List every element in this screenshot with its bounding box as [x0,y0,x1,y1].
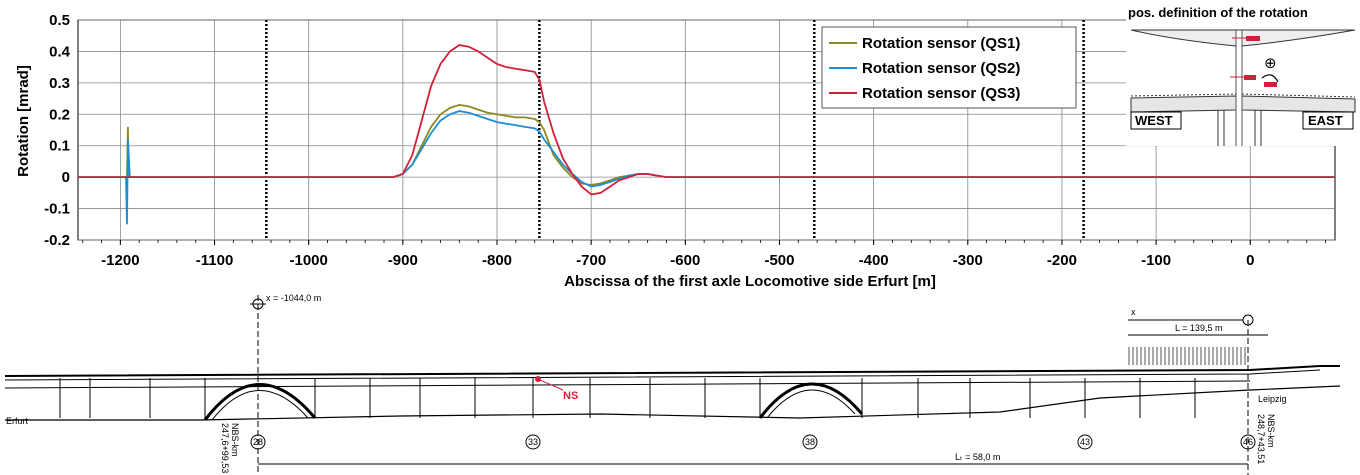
x-arrow-label: x [1131,307,1136,317]
pier-number-label: 46 [1243,437,1253,447]
bridge-elevation-drawing: x = -1044,0 m x L = 139,5 m NS Erfurt Le… [4,293,1341,475]
x-tick-label: -800 [482,252,512,269]
series-line-qs3 [78,44,1335,196]
plus-rotation-symbol: ⊕ [1264,54,1277,72]
x-tick-label: -1100 [196,252,234,269]
x-tick-label: 0 [1246,252,1254,269]
y-tick-label: 0.1 [49,138,70,155]
right-city-label: Leipzig [1258,394,1287,404]
y-tick-label: -0.1 [44,201,70,218]
x-tick-label: -300 [953,252,983,269]
right-km-label: NBS-km248,7+43,51 [1256,414,1276,464]
y-tick-label: -0.2 [44,232,70,249]
x-tick-label: -500 [764,252,794,269]
rotation-definition-inset: pos. definition of the rotation ⊕ WEST E… [1126,4,1358,146]
pier-number-label: 28 [253,437,263,447]
legend-label-qs2: Rotation sensor (QS2) [862,60,1020,77]
y-axis-title: Rotation [mrad] [15,65,32,177]
plot-frame [77,19,1336,241]
x-tick-label: -1000 [289,252,327,269]
y-tick-label: 0.5 [49,12,70,29]
lt-length-label: Lₜ = 58,0 m [955,452,1000,462]
x-tick-label: -900 [388,252,418,269]
sensor-ns-label: NS [563,390,578,402]
y-tick-label: 0 [62,169,70,186]
x-tick-label: -400 [859,252,889,269]
x-axis-title: Abscissa of the first axle Locomotive si… [564,273,936,290]
sensor-mark-middle [1244,75,1256,80]
pier-number-circle [250,434,266,450]
left-city-label: Erfurt [6,416,29,426]
pier-number-label: 38 [805,437,815,447]
legend-label-qs1: Rotation sensor (QS1) [862,35,1020,52]
rotation-chart: -0.2-0.100.10.20.30.40.5-1200 -1100 -1000-… [15,4,1358,290]
span-length-label: L = 139,5 m [1175,323,1222,333]
sensor-mark-bottom [1264,82,1277,87]
inset-title: pos. definition of the rotation [1128,5,1308,20]
x-tick-label: -100 [1141,252,1171,269]
west-label: WEST [1135,113,1173,128]
left-km-label: NBS-km247,6+99,53 [220,423,240,473]
pier-number-circle [525,434,541,450]
x-tick-label: -1200 [101,252,139,269]
plot-axes: -0.2-0.100.10.20.30.40.5-1200 -1100 -1000-… [44,12,1326,269]
legend-label-qs3: Rotation sensor (QS3) [862,85,1020,102]
pier-number-circle [1077,434,1093,450]
plot-grid [77,19,1336,241]
pier-number-circle [802,434,818,450]
train-load-pattern [1128,347,1246,365]
x-tick-label: -600 [670,252,700,269]
sensor-mark-top [1246,36,1260,41]
pier-number-circle [1240,434,1256,450]
y-tick-label: 0.4 [49,43,71,60]
sensor-ns-marker [535,376,541,382]
pier-number-label: 33 [528,437,538,447]
legend: Rotation sensor (QS1) Rotation sensor (Q… [821,26,1077,109]
x-tick-label: -700 [576,252,606,269]
plot-lines [78,44,1335,225]
y-tick-label: 0.2 [49,106,70,123]
pier-number-label: 43 [1080,437,1090,447]
y-tick-label: 0.3 [49,75,70,92]
x-tick-label: -200 [1047,252,1077,269]
east-label: EAST [1308,113,1343,128]
rotation-arrow-icon [1261,74,1279,83]
x-marker-label: x = -1044,0 m [266,293,321,303]
